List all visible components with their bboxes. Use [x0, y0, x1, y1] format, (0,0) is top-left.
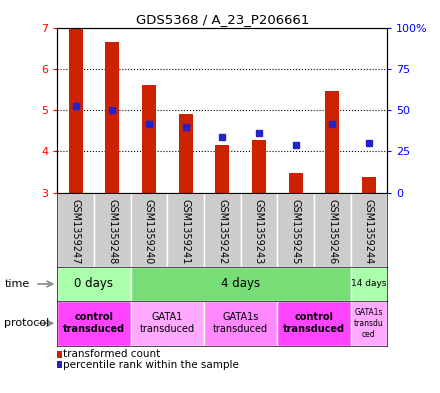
Bar — [362, 177, 376, 193]
Text: GSM1359243: GSM1359243 — [254, 198, 264, 264]
Bar — [131, 193, 167, 267]
Bar — [215, 145, 229, 193]
Bar — [131, 301, 204, 346]
Text: 4 days: 4 days — [221, 277, 260, 290]
Title: GDS5368 / A_23_P206661: GDS5368 / A_23_P206661 — [136, 13, 309, 26]
Bar — [94, 193, 131, 267]
Text: GATA1
transduced: GATA1 transduced — [139, 312, 195, 334]
Text: GSM1359242: GSM1359242 — [217, 198, 227, 264]
Bar — [57, 193, 94, 267]
Text: protocol: protocol — [4, 318, 50, 328]
Text: GATA1s
transdu
ced: GATA1s transdu ced — [354, 308, 384, 339]
Bar — [351, 193, 387, 267]
Bar — [351, 267, 387, 301]
Bar — [131, 267, 351, 301]
Text: control
transduced: control transduced — [283, 312, 345, 334]
Text: 14 days: 14 days — [351, 279, 387, 288]
Bar — [241, 193, 277, 267]
Bar — [204, 301, 277, 346]
Bar — [204, 193, 241, 267]
Bar — [57, 267, 131, 301]
Text: GSM1359240: GSM1359240 — [144, 198, 154, 264]
Bar — [277, 193, 314, 267]
Text: GSM1359246: GSM1359246 — [327, 198, 337, 264]
Text: GSM1359244: GSM1359244 — [364, 198, 374, 264]
Text: GSM1359247: GSM1359247 — [70, 198, 81, 264]
Text: GSM1359245: GSM1359245 — [290, 198, 301, 264]
Bar — [325, 92, 339, 193]
Bar — [314, 193, 351, 267]
Bar — [289, 173, 303, 193]
Text: transformed count: transformed count — [63, 349, 160, 359]
Bar — [277, 301, 351, 346]
Text: control
transduced: control transduced — [63, 312, 125, 334]
Text: GSM1359248: GSM1359248 — [107, 198, 117, 264]
Bar — [142, 85, 156, 193]
Bar — [167, 193, 204, 267]
Text: GSM1359241: GSM1359241 — [180, 198, 191, 264]
Text: percentile rank within the sample: percentile rank within the sample — [63, 360, 238, 370]
Bar — [252, 140, 266, 193]
Bar — [69, 28, 83, 193]
Text: GATA1s
transduced: GATA1s transduced — [213, 312, 268, 334]
Bar — [105, 42, 119, 193]
Text: time: time — [4, 279, 29, 289]
Bar — [179, 114, 193, 193]
Text: 0 days: 0 days — [74, 277, 114, 290]
Bar — [57, 301, 131, 346]
Bar — [351, 301, 387, 346]
